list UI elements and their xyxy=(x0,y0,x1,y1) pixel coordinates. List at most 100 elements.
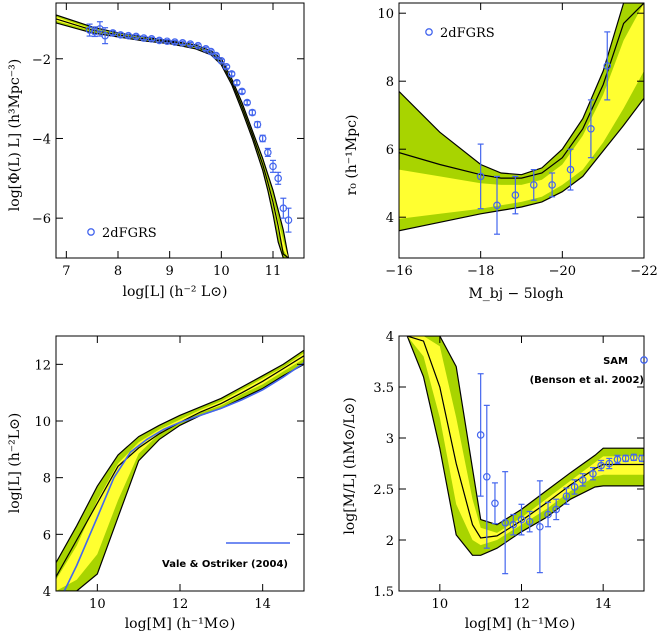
r0-x-tick-label: −22 xyxy=(630,264,657,279)
r0-data-point xyxy=(529,181,538,189)
lf-data-point xyxy=(222,62,231,71)
ml-data-point xyxy=(562,492,571,500)
r0-data-point xyxy=(603,62,612,70)
ml-data-point xyxy=(525,517,534,526)
lf-data-point xyxy=(264,148,272,157)
lf-data-point xyxy=(284,216,293,224)
panel-mass-to-light: 10 12 14 1.5 2 2.5 3 3.5 4 log[M] (h⁻¹M⊙) log[M/… xyxy=(342,330,648,632)
lm-y-tick-label: 4 xyxy=(43,585,51,600)
ml-data-point xyxy=(605,459,614,468)
lf-data-point xyxy=(227,70,236,78)
lf-data-point xyxy=(163,37,171,46)
r0-outer-band xyxy=(399,3,644,232)
r0-x-tick-label: −20 xyxy=(549,264,576,279)
lf-data-point xyxy=(155,36,164,45)
r0-legend: 2dFGRS xyxy=(425,26,495,41)
lf-data-point xyxy=(124,31,133,40)
r0-x-tick-label: −16 xyxy=(385,264,412,279)
lm-legend: Vale & Ostriker (2004) xyxy=(162,542,290,570)
ml-y-tick-label: 2 xyxy=(386,534,394,549)
r0-data-point xyxy=(511,191,520,199)
r0-data-point xyxy=(476,172,485,181)
r0-legend-marker xyxy=(425,28,433,36)
lm-x-tick-label: 12 xyxy=(172,597,189,612)
r0-y-tick-label: 10 xyxy=(377,7,394,22)
r0-x-tick-label: −18 xyxy=(467,264,494,279)
ml-data-point xyxy=(629,453,638,462)
r0-y-tick-label: 4 xyxy=(386,211,394,226)
ml-x-tick-label: 10 xyxy=(432,597,449,612)
lf-legend: 2dFGRS xyxy=(87,226,157,241)
r0-data-point xyxy=(566,165,575,174)
lf-data-point xyxy=(269,162,277,171)
lf-y-tick-label: −2 xyxy=(32,53,51,68)
ml-data-point xyxy=(476,431,485,439)
panel-luminosity-mass: 10 12 14 4 6 8 10 12 log[M] (h⁻¹M⊙) log[L] (h⁻²… xyxy=(7,335,305,632)
ml-y-tick-label: 3 xyxy=(386,432,394,447)
lf-data-point xyxy=(212,51,220,60)
ml-x-axis-label: log[M] (h⁻¹M⊙) xyxy=(465,616,576,632)
lm-y-tick-label: 10 xyxy=(34,415,51,430)
ml-data-point xyxy=(589,469,597,478)
ml-data-point xyxy=(578,476,587,484)
lm-reference-line xyxy=(63,362,304,591)
ml-data-point xyxy=(544,510,552,519)
lm-y-tick-label: 12 xyxy=(34,358,51,373)
lf-x-tick-label: 9 xyxy=(166,264,174,279)
lm-x-axis-label: log[M] (h⁻¹M⊙) xyxy=(125,616,236,632)
r0-legend-label: 2dFGRS xyxy=(440,26,495,41)
ml-data-point xyxy=(482,472,491,481)
lf-data-point xyxy=(140,34,148,42)
ml-y-tick-label: 4 xyxy=(386,330,394,345)
lf-y-axis-label: log[Φ(L) L] (h³Mpc⁻³) xyxy=(7,59,23,211)
ml-data-point xyxy=(597,461,605,470)
lf-data-point xyxy=(85,26,94,34)
lm-y-tick-label: 6 xyxy=(43,528,51,543)
lf-data-point xyxy=(258,134,267,143)
lf-data-point xyxy=(178,39,187,47)
lm-y-tick-label: 8 xyxy=(43,472,51,487)
lf-data-point xyxy=(238,87,246,96)
lf-data-point xyxy=(243,98,251,107)
lf-data-point xyxy=(132,32,140,41)
lf-data-point xyxy=(101,31,109,40)
r0-y-tick-label: 8 xyxy=(386,75,394,90)
ml-y-tick-label: 1.5 xyxy=(373,585,394,600)
lf-plot-frame xyxy=(55,2,305,259)
ml-data-point xyxy=(517,515,526,524)
ml-data-point xyxy=(491,499,499,508)
lf-data-point xyxy=(116,31,125,39)
r0-data-point xyxy=(493,201,501,210)
r0-data-point xyxy=(587,125,595,133)
ml-x-tick-label: 12 xyxy=(513,597,530,612)
r0-inner-band xyxy=(399,3,644,219)
ml-data-point xyxy=(536,522,544,531)
lf-legend-label: 2dFGRS xyxy=(102,226,157,241)
lm-legend-label: Vale & Ostriker (2004) xyxy=(162,559,288,570)
ml-data-point xyxy=(570,483,579,491)
lm-inner-band xyxy=(56,353,304,591)
ml-inner-band xyxy=(407,336,644,546)
lf-y-tick-label: −6 xyxy=(32,212,51,227)
ml-y-tick-label: 3.5 xyxy=(373,381,394,396)
ml-data-point xyxy=(509,520,518,529)
lf-x-axis-label: log[L] (h⁻² L⊙) xyxy=(123,284,228,300)
r0-y-axis-label: r₀ (h⁻¹Mpc) xyxy=(344,115,360,196)
lf-x-tick-label: 11 xyxy=(265,264,282,279)
r0-plot-frame xyxy=(398,2,645,259)
ml-legend-sublabel: (Benson et al. 2002) xyxy=(530,375,644,386)
ml-y-axis-label: log[M/L] (hM⊙/L⊙) xyxy=(342,397,358,534)
lf-data-point xyxy=(186,40,195,48)
lf-x-tick-label: 10 xyxy=(213,264,230,279)
r0-y-tick-label: 6 xyxy=(386,143,394,158)
panel-correlation-length: −16 −18 −20 −22 4 6 8 10 M_bj − 5logh r₀ (h⁻¹Mp… xyxy=(344,2,658,302)
ml-x-tick-label: 14 xyxy=(595,597,612,612)
lf-data-point xyxy=(96,25,104,33)
ml-data-point xyxy=(613,455,622,464)
lm-x-tick-label: 10 xyxy=(89,597,106,612)
lf-data-point xyxy=(171,38,179,46)
ml-y-tick-label: 2.5 xyxy=(373,483,394,498)
lm-y-axis-label: log[L] (h⁻²L⊙) xyxy=(7,413,23,514)
ml-data-point xyxy=(621,454,630,463)
